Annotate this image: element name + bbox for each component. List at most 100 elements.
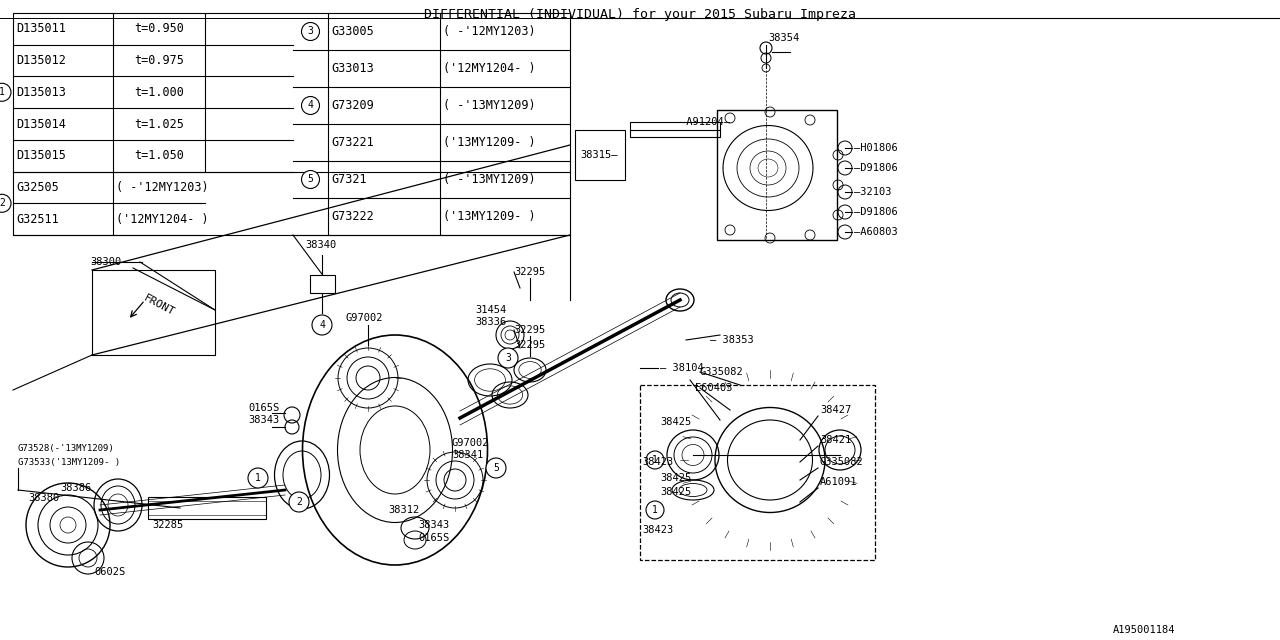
Text: 38427: 38427 [820, 405, 851, 415]
Text: G73528(-'13MY1209): G73528(-'13MY1209) [18, 444, 115, 452]
Circle shape [302, 170, 320, 189]
Text: —32103: —32103 [854, 187, 891, 197]
Text: 4: 4 [319, 320, 325, 330]
Text: 38386: 38386 [60, 483, 91, 493]
Text: 38315—: 38315— [580, 150, 617, 160]
Text: D135011: D135011 [15, 22, 65, 35]
Bar [640, 385, 876, 560]
Text: G33013: G33013 [332, 62, 374, 75]
Text: D135014: D135014 [15, 118, 65, 131]
Bar [13, 13, 570, 235]
Text: 38354: 38354 [768, 33, 799, 43]
Text: G33005: G33005 [332, 25, 374, 38]
Text: 0165S: 0165S [419, 533, 449, 543]
Text: G32505: G32505 [15, 181, 59, 194]
Text: —H01806: —H01806 [854, 143, 897, 153]
Text: G73222: G73222 [332, 210, 374, 223]
Circle shape [486, 458, 506, 478]
Text: 5: 5 [493, 463, 499, 473]
Text: 31454: 31454 [475, 305, 507, 315]
Text: G73533('13MY1209- ): G73533('13MY1209- ) [18, 458, 120, 467]
Text: 3: 3 [506, 353, 511, 363]
Text: 1: 1 [652, 505, 658, 515]
Text: G335082: G335082 [700, 367, 744, 377]
Text: 38343: 38343 [419, 520, 449, 530]
Circle shape [646, 501, 664, 519]
Bar [717, 110, 837, 240]
Text: — 38104: — 38104 [660, 363, 704, 373]
Text: 38312: 38312 [388, 505, 420, 515]
Text: FRONT: FRONT [142, 292, 177, 317]
Text: 1: 1 [0, 87, 5, 97]
Text: D135015: D135015 [15, 149, 65, 162]
Text: ( -'12MY1203): ( -'12MY1203) [116, 181, 209, 194]
Circle shape [289, 492, 308, 512]
Text: ( -'13MY1209): ( -'13MY1209) [443, 173, 535, 186]
Text: G7321: G7321 [332, 173, 366, 186]
Text: ( -'13MY1209): ( -'13MY1209) [443, 99, 535, 112]
Text: 38425: 38425 [660, 473, 691, 483]
Text: — 38353: — 38353 [710, 335, 754, 345]
Text: 38340: 38340 [305, 240, 337, 250]
Text: 32285: 32285 [152, 520, 183, 530]
Text: G73209: G73209 [332, 99, 374, 112]
Circle shape [302, 22, 320, 40]
Text: 38343: 38343 [248, 415, 279, 425]
Text: t=0.975: t=0.975 [134, 54, 184, 67]
Circle shape [646, 451, 664, 469]
Text: 2: 2 [0, 198, 5, 208]
Bar [310, 275, 335, 293]
Text: t=1.050: t=1.050 [134, 149, 184, 162]
Text: 32295: 32295 [515, 340, 545, 350]
Text: A61091: A61091 [820, 477, 858, 487]
Text: D135013: D135013 [15, 86, 65, 99]
Text: t=0.950: t=0.950 [134, 22, 184, 35]
Text: D135012: D135012 [15, 54, 65, 67]
Text: 38423: 38423 [643, 525, 673, 535]
Text: 32295: 32295 [515, 267, 545, 277]
Circle shape [498, 348, 518, 368]
Circle shape [248, 468, 268, 488]
Text: 0165S: 0165S [248, 403, 279, 413]
Text: 38341: 38341 [452, 450, 484, 460]
Text: —D91806: —D91806 [854, 163, 897, 173]
Text: 38425: 38425 [660, 487, 691, 497]
Text: —D91806: —D91806 [854, 207, 897, 217]
Text: A195001184: A195001184 [1112, 625, 1175, 635]
Text: ( -'12MY1203): ( -'12MY1203) [443, 25, 535, 38]
Text: t=1.000: t=1.000 [134, 86, 184, 99]
Text: G335082: G335082 [820, 457, 864, 467]
Text: 38300: 38300 [90, 257, 122, 267]
Text: ('13MY1209- ): ('13MY1209- ) [443, 136, 535, 149]
Text: —A60803: —A60803 [854, 227, 897, 237]
Text: 1: 1 [255, 473, 261, 483]
Text: E60403: E60403 [695, 383, 732, 393]
Text: G32511: G32511 [15, 212, 59, 226]
Text: 0602S: 0602S [93, 567, 125, 577]
Circle shape [0, 83, 12, 101]
Text: 3: 3 [307, 26, 314, 36]
Text: 38423: 38423 [643, 457, 673, 467]
Text: 38421: 38421 [820, 435, 851, 445]
Text: 38425: 38425 [660, 417, 691, 427]
Circle shape [0, 195, 12, 212]
Text: —A91204—: —A91204— [680, 117, 730, 127]
Text: 2: 2 [296, 497, 302, 507]
Circle shape [312, 315, 332, 335]
Text: 32295: 32295 [515, 325, 545, 335]
Circle shape [302, 97, 320, 115]
Text: G97002: G97002 [346, 313, 383, 323]
Text: G97002: G97002 [452, 438, 489, 448]
Text: 5: 5 [307, 175, 314, 184]
Text: DIFFERENTIAL (INDIVIDUAL) for your 2015 Subaru Impreza: DIFFERENTIAL (INDIVIDUAL) for your 2015 … [424, 8, 856, 21]
Text: 4: 4 [307, 100, 314, 111]
Text: ('12MY1204- ): ('12MY1204- ) [443, 62, 535, 75]
Text: G73221: G73221 [332, 136, 374, 149]
Text: t=1.025: t=1.025 [134, 118, 184, 131]
Text: ('13MY1209- ): ('13MY1209- ) [443, 210, 535, 223]
Bar [575, 130, 625, 180]
Bar [148, 501, 266, 515]
Text: 1: 1 [652, 455, 658, 465]
Bar [148, 497, 266, 519]
Text: 38336: 38336 [475, 317, 507, 327]
